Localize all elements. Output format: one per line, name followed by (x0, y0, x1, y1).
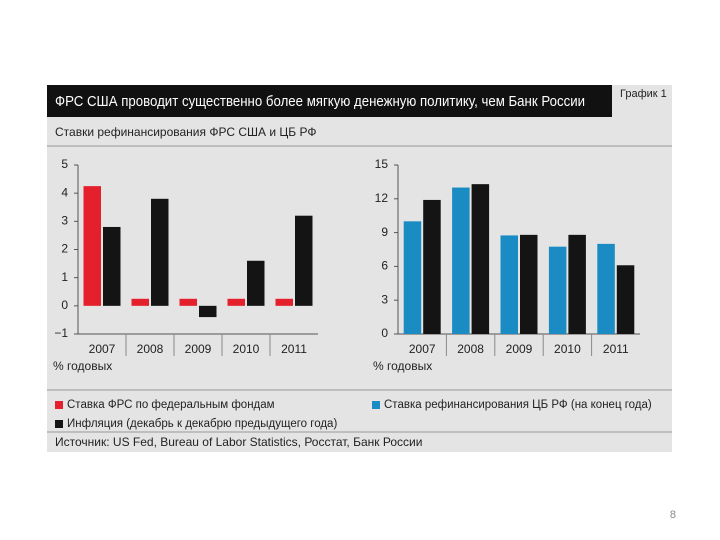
bar (452, 187, 470, 334)
bar (151, 198, 169, 306)
y-tick-label: 15 (375, 157, 389, 171)
x-tick-label: 2011 (603, 342, 629, 356)
y-tick-label: 0 (61, 298, 68, 312)
legend-swatch (55, 401, 63, 409)
x-tick-label: 2009 (506, 342, 533, 356)
bar (227, 298, 245, 306)
x-tick-label: 2010 (554, 342, 581, 356)
bar (247, 260, 265, 306)
bar (520, 234, 538, 334)
x-tick-label: 2010 (233, 342, 260, 356)
y-tick-label: 6 (381, 259, 388, 273)
header-bar (47, 85, 612, 117)
y-tick-label: 0 (381, 326, 388, 340)
x-tick-label: 2008 (457, 342, 484, 356)
bar (179, 298, 197, 306)
y-tick-label: −1 (54, 326, 68, 340)
bar (471, 184, 490, 334)
legend-swatch (372, 401, 380, 409)
y-tick-label: 1 (61, 270, 68, 284)
tag: График 1 (620, 88, 667, 100)
x-tick-label: 2008 (137, 342, 164, 356)
title: ФРС США проводит существенно более мягку… (55, 93, 585, 110)
y-tick-label: 12 (375, 191, 389, 205)
bar (423, 199, 441, 334)
y-tick-label: 3 (381, 292, 388, 306)
page-number: 8 (670, 509, 676, 521)
bar (83, 186, 101, 306)
bar (275, 298, 293, 306)
y-tick-label: 5 (61, 157, 68, 171)
bar (103, 226, 121, 306)
legend-label: Ставка ФРС по федеральным фондам (67, 399, 275, 411)
y-tick-label: 9 (381, 225, 388, 239)
bar (403, 221, 422, 334)
bar (548, 246, 567, 334)
x-tick-label: 2007 (409, 342, 436, 356)
bar (597, 243, 615, 334)
y-tick-label: 3 (61, 214, 68, 228)
y-unit-label: % годовых (373, 359, 432, 373)
y-unit-label: % годовых (53, 359, 112, 373)
legend-swatch (55, 420, 63, 428)
legend-label: Инфляция (декабрь к декабрю предыдущего … (67, 418, 337, 430)
y-tick-label: 2 (61, 242, 68, 256)
bar (500, 235, 518, 334)
bar (616, 265, 635, 334)
bar (295, 215, 313, 306)
bar (568, 234, 586, 334)
x-tick-label: 2007 (89, 342, 116, 356)
x-tick-label: 2011 (281, 342, 307, 356)
bar (131, 298, 149, 306)
source: Источник: US Fed, Bureau of Labor Statis… (55, 435, 422, 449)
bar (199, 305, 217, 318)
legend-label: Ставка рефинансирования ЦБ РФ (на конец … (384, 399, 652, 411)
x-tick-label: 2009 (185, 342, 212, 356)
y-tick-label: 4 (61, 185, 68, 199)
subtitle: Ставки рефинансирования ФРС США и ЦБ РФ (55, 125, 316, 139)
